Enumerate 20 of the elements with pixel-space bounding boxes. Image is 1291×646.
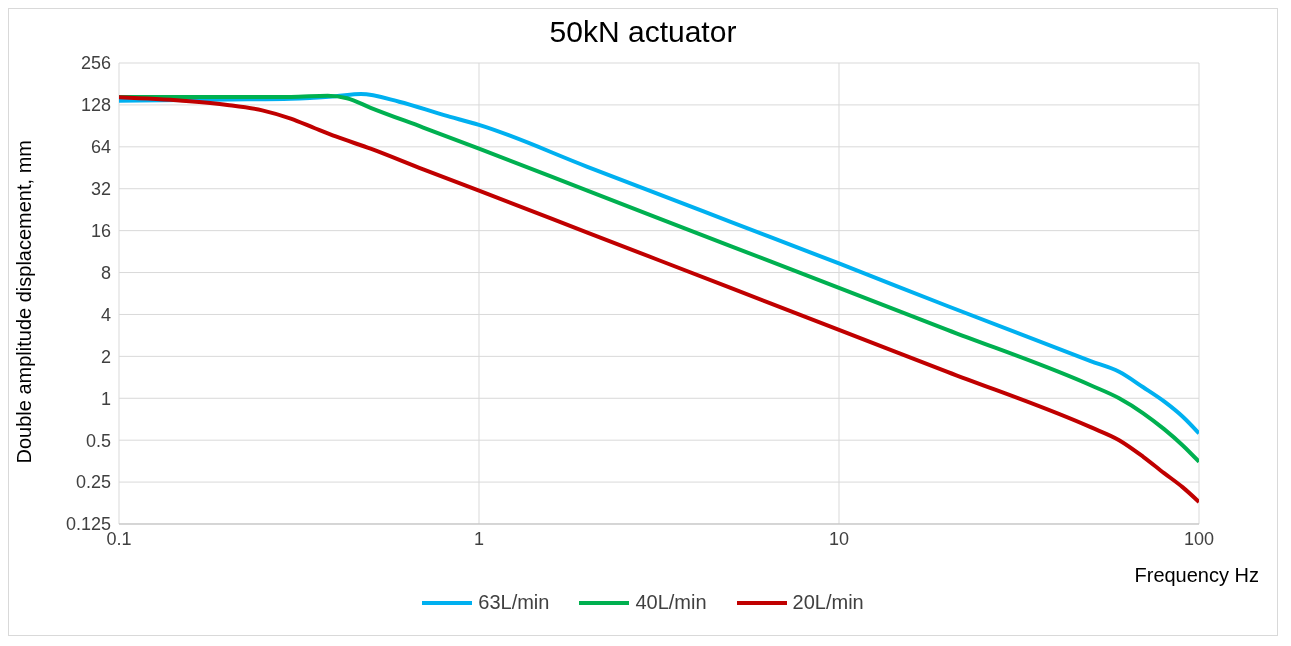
y-tick-label: 16 [90, 221, 111, 242]
legend-label: 63L/min [478, 591, 550, 614]
x-tick-label: 100 [1183, 528, 1215, 549]
y-axis-title: Double amplitude displacement, mm [13, 140, 36, 464]
y-tick-label: 32 [90, 179, 111, 200]
x-tick-label: 1 [473, 528, 485, 549]
y-tick-label: 8 [100, 262, 111, 283]
y-tick-label: 2 [100, 346, 111, 367]
chart-title: 50kN actuator [548, 15, 738, 49]
y-tick-label: 64 [90, 137, 111, 158]
x-tick-label: 10 [828, 528, 850, 549]
y-tick-label: 4 [100, 304, 111, 325]
legend-label: 40L/min [635, 591, 707, 614]
legend-label: 20L/min [792, 591, 864, 614]
x-axis-title: Frequency Hz [1134, 564, 1259, 587]
y-tick-label: 128 [80, 95, 111, 116]
y-tick-label: 0.5 [85, 430, 111, 451]
y-tick-label: 0.25 [75, 472, 111, 493]
y-tick-label: 1 [100, 388, 111, 409]
y-tick-label: 256 [80, 53, 111, 74]
